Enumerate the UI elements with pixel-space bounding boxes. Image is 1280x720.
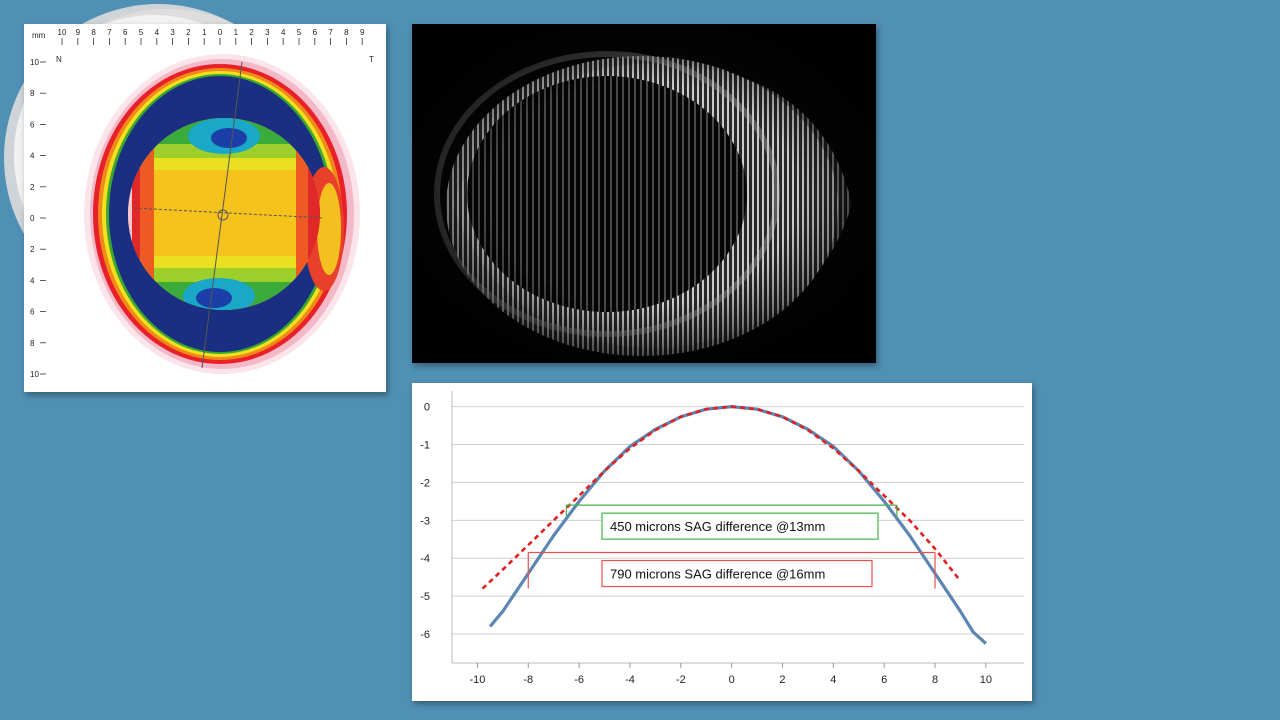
left-scale-tick-label: 2	[30, 245, 35, 254]
corneal-topography-map: 10 9 8 7 6 5 4 3 2 1 0 1 2 3 4 5 6 7 8 9 10 8 6 4 2 0 2 4 6 8 10 mm N…	[24, 24, 386, 392]
y-tick-label: -2	[420, 477, 430, 489]
left-scale-tick-label: 10	[30, 370, 39, 379]
y-tick-label: 0	[424, 402, 430, 414]
x-tick-label: 4	[830, 674, 836, 686]
top-scale-tick-label: 7	[328, 28, 333, 37]
top-scale-tick-label: 3	[170, 28, 175, 37]
x-axis-tick-labels: -10 -8 -6 -4 -2 0 2 4 6 8 10	[469, 663, 992, 686]
left-scale-tick-label: 6	[30, 308, 35, 317]
y-tick-label: -5	[420, 591, 430, 603]
x-tick-label: -4	[625, 674, 635, 686]
top-scale-tick-label: 8	[344, 28, 349, 37]
left-scale-tick-label: 8	[30, 339, 35, 348]
top-scale-tick-label: 2	[249, 28, 254, 37]
x-tick-label: 2	[779, 674, 785, 686]
x-tick-label: -10	[469, 674, 485, 686]
x-tick-label: 6	[881, 674, 887, 686]
annotation-box	[601, 559, 873, 588]
temporal-label: T	[369, 55, 374, 64]
scale-unit-label: mm	[32, 31, 46, 40]
top-scale-tick-label: 9	[360, 28, 365, 37]
left-scale-tick-label: 4	[30, 152, 35, 161]
left-scale-tick-label: 10	[30, 58, 39, 67]
top-scale-tick-label: 0	[218, 28, 223, 37]
y-tick-label: -4	[420, 553, 430, 565]
top-scale-tick-label: 6	[123, 28, 128, 37]
topography-left-scale: 10 8 6 4 2 0 2 4 6 8 10	[30, 58, 46, 379]
sag-profile-chart: 0 -1 -2 -3 -4 -5 -6 -10 -8 -6 -4 -2 0 2 4 6 8 10 450 mic…	[412, 383, 1032, 701]
top-scale-tick-label: 9	[76, 28, 81, 37]
annotation-box	[601, 512, 879, 540]
left-scale-tick-label: 2	[30, 183, 35, 192]
sag-chart-svg: 0 -1 -2 -3 -4 -5 -6 -10 -8 -6 -4 -2 0 2 4 6 8 10 450 mic…	[420, 391, 1024, 686]
top-scale-tick-label: 1	[202, 28, 207, 37]
topography-crosshair	[133, 61, 325, 369]
x-tick-label: -8	[523, 674, 533, 686]
y-tick-label: -6	[420, 629, 430, 641]
top-scale-tick-label: 10	[58, 28, 67, 37]
chart-annotations: 450 microns SAG difference @13mm 790 micr…	[527, 504, 936, 589]
x-tick-label: -6	[574, 674, 584, 686]
x-tick-label: 0	[729, 674, 735, 686]
top-scale-tick-label: 8	[91, 28, 96, 37]
top-scale-tick-label: 6	[313, 28, 318, 37]
top-scale-tick-label: 1	[234, 28, 239, 37]
top-scale-tick-label: 2	[186, 28, 191, 37]
top-scale-tick-label: 5	[139, 28, 144, 37]
nasal-label: N	[56, 55, 62, 64]
left-scale-tick-label: 8	[30, 89, 35, 98]
topography-top-scale: 10 9 8 7 6 5 4 3 2 1 0 1 2 3 4 5 6 7 8 9	[58, 28, 365, 45]
x-tick-label: 10	[980, 674, 992, 686]
top-scale-tick-label: 5	[297, 28, 302, 37]
left-scale-tick-label: 4	[30, 276, 35, 285]
y-tick-label: -1	[420, 439, 430, 451]
y-tick-label: -3	[420, 515, 430, 527]
x-tick-label: 8	[932, 674, 938, 686]
eye-scan-image	[412, 24, 876, 363]
chart-series	[481, 405, 987, 645]
left-scale-tick-label: 0	[30, 214, 35, 223]
left-scale-tick-label: 6	[30, 120, 35, 129]
annotation-label: 450 microns SAG difference @13mm	[610, 519, 825, 534]
annotation-label: 790 microns SAG difference @16mm	[610, 567, 825, 582]
x-tick-label: -2	[676, 674, 686, 686]
top-scale-tick-label: 4	[281, 28, 286, 37]
top-scale-tick-label: 4	[155, 28, 160, 37]
top-scale-tick-label: 3	[265, 28, 270, 37]
y-axis-tick-labels: 0 -1 -2 -3 -4 -5 -6	[420, 402, 430, 641]
top-scale-tick-label: 7	[107, 28, 112, 37]
